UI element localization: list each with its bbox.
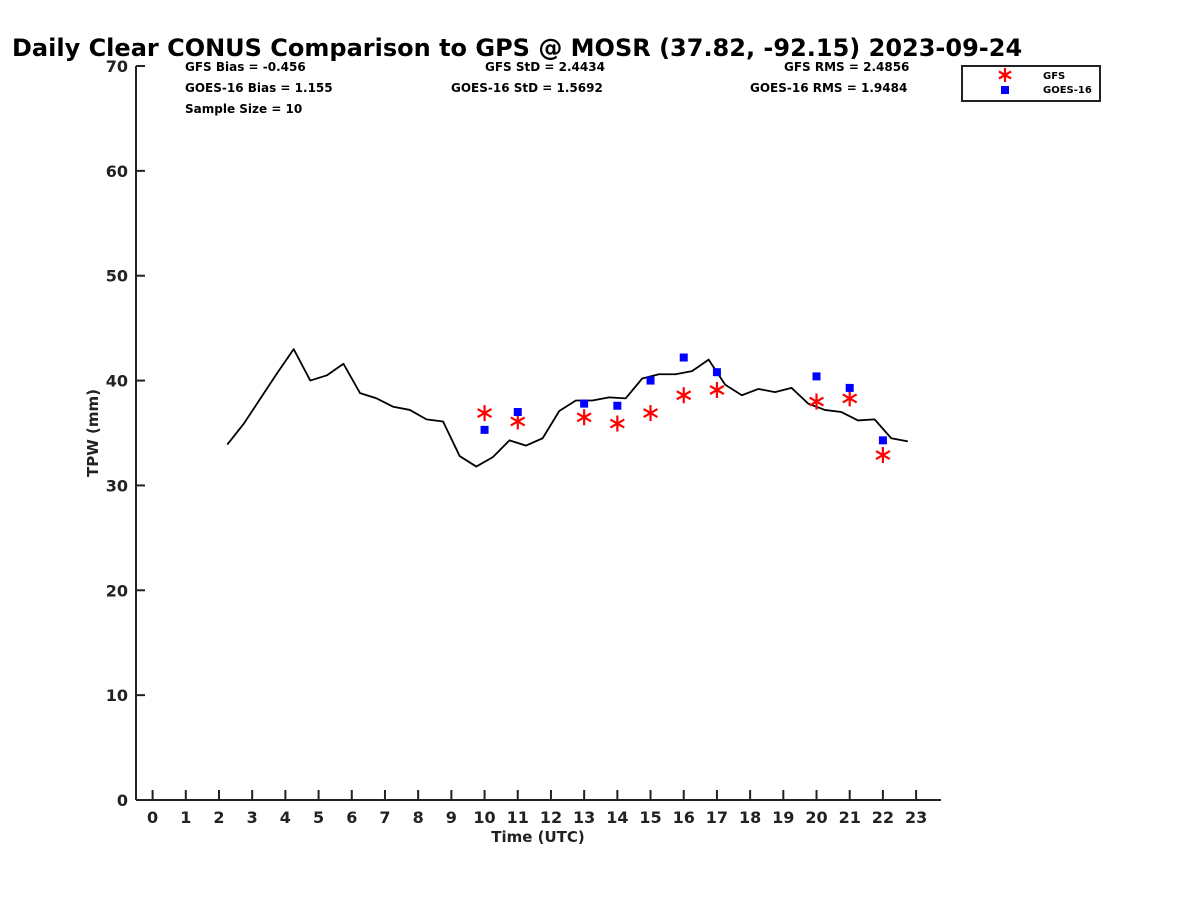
x-tick-label: 6 [346, 808, 357, 827]
stats-block: GFS Bias = -0.456 GOES-16 Bias = 1.155 S… [185, 60, 909, 116]
gfs-point [576, 409, 592, 426]
legend-gfs-label: GFS [1043, 71, 1065, 82]
goes-point [812, 372, 821, 381]
x-tick-label: 3 [247, 808, 258, 827]
y-tick-label: 70 [106, 57, 128, 76]
x-tick-label: 12 [540, 808, 562, 827]
goes-point [580, 399, 589, 408]
x-tick-label: 19 [772, 808, 794, 827]
x-tick-label: 7 [379, 808, 390, 827]
gfs-point [676, 387, 692, 404]
legend-goes-label: GOES-16 [1043, 85, 1092, 96]
x-tick-label: 18 [739, 808, 761, 827]
x-tick-label: 16 [673, 808, 695, 827]
legend: GFS GOES-16 [961, 65, 1101, 102]
legend-box [961, 65, 1101, 102]
x-tick-label: 21 [839, 808, 861, 827]
gfs-point [477, 405, 493, 422]
x-axis-label: Time (UTC) [491, 828, 585, 846]
x-tick-label: 11 [507, 808, 529, 827]
gfs-point [643, 405, 659, 422]
stat-gfs-rms: GFS RMS = 2.4856 [784, 60, 909, 74]
goes-point [613, 401, 622, 410]
x-tick-label: 23 [905, 808, 927, 827]
x-tick-label: 0 [147, 808, 158, 827]
x-tick-label: 9 [446, 808, 457, 827]
gfs-point [809, 393, 824, 410]
x-tick-label: 1 [180, 808, 191, 827]
x-tick-label: 13 [573, 808, 595, 827]
y-tick-label: 20 [106, 581, 128, 600]
y-tick-label: 60 [106, 162, 128, 181]
goes-point [712, 368, 721, 377]
gfs-point [609, 415, 625, 432]
goes-point [646, 376, 655, 385]
x-tick-label: 10 [473, 808, 495, 827]
gps-series-line [226, 348, 908, 468]
y-tick-label: 10 [106, 686, 128, 705]
gfs-point [709, 382, 725, 399]
y-tick-label: 40 [106, 372, 128, 391]
axes [135, 66, 941, 801]
stat-goes-rms: GOES-16 RMS = 1.9484 [750, 81, 907, 95]
stat-gfs-std: GFS StD = 2.4434 [485, 60, 605, 74]
stat-gfs-bias: GFS Bias = -0.456 [185, 60, 306, 74]
goes-point [513, 408, 522, 417]
gfs-point [510, 413, 526, 430]
y-axis-label: TPW (mm) [84, 389, 102, 477]
gfs-point [842, 390, 858, 407]
x-tick-label: 8 [413, 808, 424, 827]
x-tick-label: 14 [606, 808, 628, 827]
y-tick-label: 30 [106, 476, 128, 495]
goes-point [845, 383, 854, 392]
x-tick-label: 17 [706, 808, 728, 827]
x-tick-label: 15 [639, 808, 661, 827]
y-tick-label: 0 [117, 791, 128, 810]
x-tick-label: 5 [313, 808, 324, 827]
stat-sample-size: Sample Size = 10 [185, 102, 302, 116]
legend-goes-marker [1001, 86, 1009, 94]
y-ticks: 0 10 20 30 40 50 60 70 [106, 57, 145, 810]
x-tick-label: 22 [872, 808, 894, 827]
legend-gfs-asterisk [998, 68, 1012, 82]
x-ticks: 0 1 2 3 4 5 6 7 8 9 10 11 12 13 14 15 16 17 18 19 20 21 22 23 [147, 790, 927, 827]
chart-title: Daily Clear CONUS Comparison to GPS @ MO… [12, 34, 1022, 62]
x-tick-label: 4 [280, 808, 291, 827]
plot-area [226, 348, 908, 468]
goes-point [679, 353, 688, 362]
stat-goes-bias: GOES-16 Bias = 1.155 [185, 81, 333, 95]
legend-gfs-marker [998, 68, 1012, 82]
stat-goes-std: GOES-16 StD = 1.5692 [451, 81, 603, 95]
x-tick-label: 20 [805, 808, 827, 827]
gfs-point [875, 447, 891, 464]
y-tick-label: 50 [106, 267, 128, 286]
goes-point [480, 425, 489, 434]
goes-point [878, 436, 887, 445]
x-tick-label: 2 [213, 808, 224, 827]
